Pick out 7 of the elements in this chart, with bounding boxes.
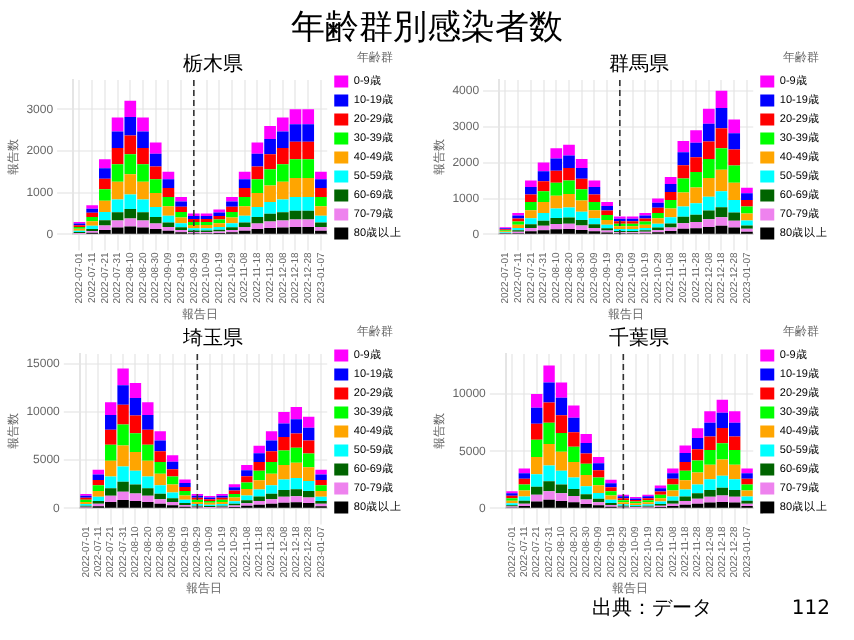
chart-title: 群馬県 bbox=[609, 51, 669, 76]
chart-title: 千葉県 bbox=[609, 325, 669, 350]
text: 112 bbox=[791, 598, 830, 622]
chart-title: 埼玉県 bbox=[181, 325, 243, 350]
source-note: 出典：データ bbox=[591, 598, 712, 622]
chart-title: 栃木県 bbox=[183, 51, 243, 76]
text: 年齢群別感染者数 bbox=[289, 6, 565, 50]
